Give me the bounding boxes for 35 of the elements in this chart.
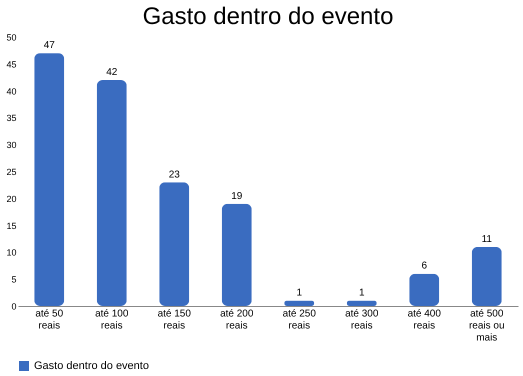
x-tick-label: até 300 reais bbox=[345, 308, 379, 332]
y-tick-label: 30 bbox=[6, 140, 16, 150]
bar bbox=[222, 204, 252, 306]
x-tick-label: até 100 reais bbox=[95, 308, 129, 332]
chart-title: Gasto dentro do evento bbox=[142, 3, 394, 30]
bar bbox=[409, 274, 440, 306]
y-tick-label: 0 bbox=[11, 302, 16, 312]
legend-label: Gasto dentro do evento bbox=[34, 360, 149, 372]
bar bbox=[159, 182, 190, 306]
y-tick-label: 10 bbox=[6, 248, 16, 258]
x-tick-label: até 50 reais bbox=[35, 308, 64, 332]
data-label: 1 bbox=[296, 288, 302, 299]
x-tick-label: até 400 reais bbox=[408, 308, 442, 332]
data-label: 42 bbox=[106, 67, 118, 78]
y-tick-label: 20 bbox=[6, 194, 16, 204]
bar bbox=[96, 80, 127, 306]
x-tick-label: até 150 reais bbox=[158, 308, 192, 332]
y-tick-label: 45 bbox=[6, 59, 16, 70]
y-tick-label: 40 bbox=[6, 86, 16, 96]
data-label: 23 bbox=[168, 169, 180, 180]
data-label: 6 bbox=[421, 260, 428, 272]
data-label: 19 bbox=[231, 190, 243, 202]
bar bbox=[34, 53, 64, 306]
x-tick-label: até 500 reais ou mais bbox=[468, 308, 505, 344]
x-tick-label: até 200 reais bbox=[220, 308, 254, 332]
data-label: 1 bbox=[358, 288, 365, 299]
x-tick-label: até 250 reais bbox=[282, 308, 316, 332]
y-tick-label: 35 bbox=[6, 113, 16, 124]
data-label: 47 bbox=[44, 40, 56, 52]
y-tick-label: 5 bbox=[11, 274, 16, 285]
data-label: 11 bbox=[482, 234, 492, 245]
y-tick-label: 25 bbox=[6, 167, 16, 177]
y-tick-label: 15 bbox=[6, 220, 16, 231]
y-tick-label: 50 bbox=[6, 32, 16, 42]
bar bbox=[472, 246, 502, 306]
